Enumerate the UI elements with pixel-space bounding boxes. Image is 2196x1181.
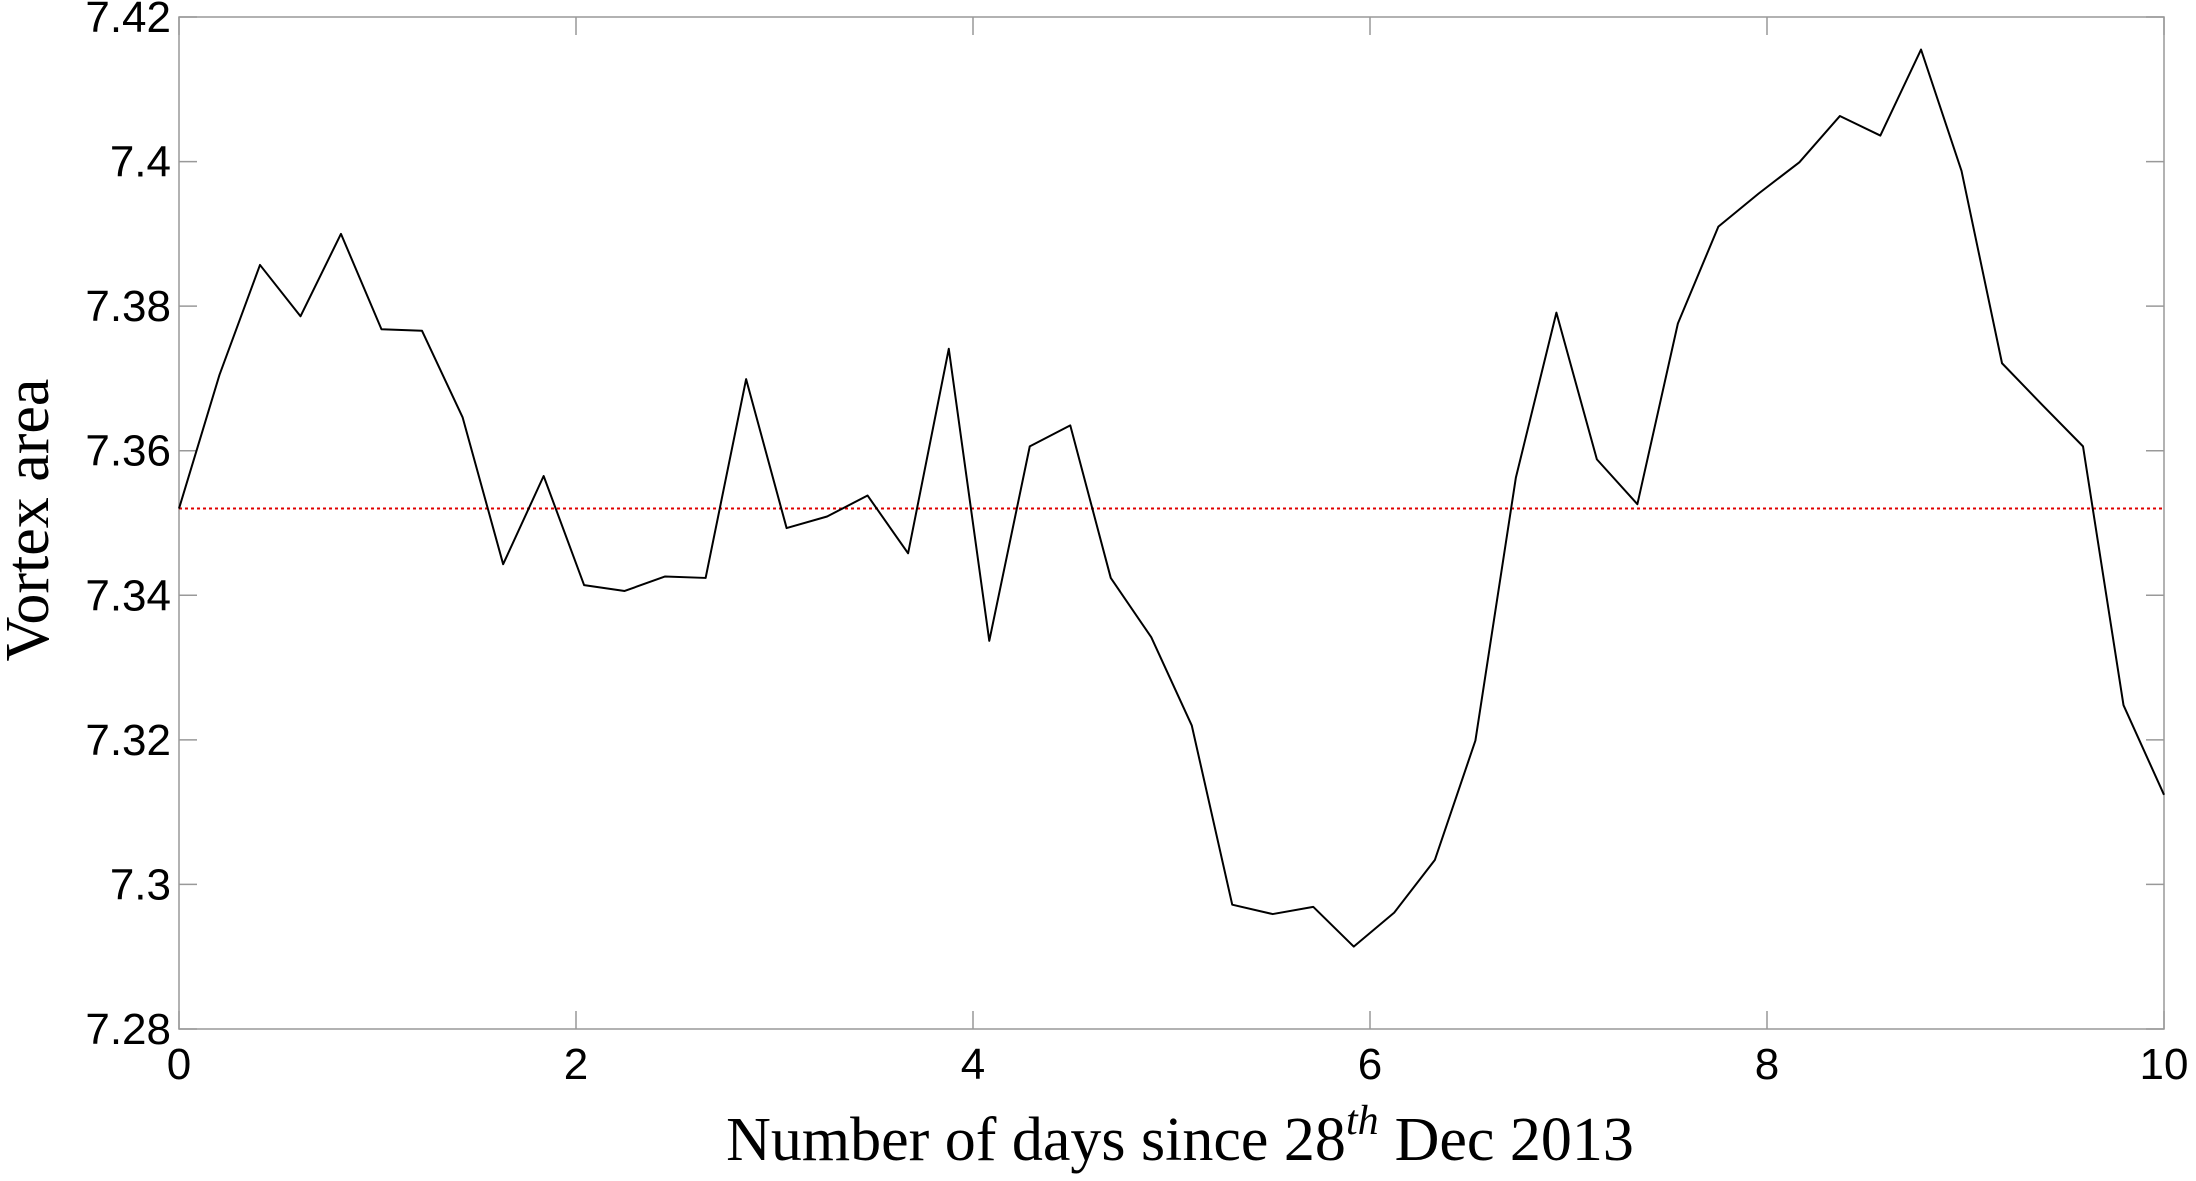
- x-tick-label: 10: [2140, 1040, 2189, 1089]
- plot-frame: [178, 16, 2165, 1030]
- y-tick-label: 7.38: [85, 282, 171, 331]
- x-label-rest: Dec 2013: [1395, 1106, 1634, 1174]
- y-tick-label: 7.36: [85, 427, 171, 476]
- y-tick-label: 7.28: [85, 1005, 171, 1054]
- x-tick-label: 6: [1358, 1040, 1382, 1089]
- y-tick-label: 7.4: [110, 138, 171, 187]
- x-axis-label: Number of days since 28th Dec 2013: [726, 1098, 1634, 1174]
- y-axis-label: Vortex area: [0, 379, 62, 662]
- y-tick-label: 7.32: [85, 716, 171, 765]
- x-tick-label: 4: [961, 1040, 985, 1089]
- x-tick-label: 8: [1755, 1040, 1779, 1089]
- x-tick-label: 0: [167, 1040, 191, 1089]
- data-line: [178, 48, 2165, 948]
- y-tick-label: 7.3: [110, 860, 171, 909]
- y-tick-label: 7.34: [85, 571, 171, 620]
- x-tick-label: 2: [564, 1040, 588, 1089]
- y-tick-label: 7.42: [85, 0, 171, 42]
- x-label-superscript: th: [1346, 1098, 1379, 1144]
- x-label-main: Number of days since 28: [726, 1106, 1346, 1174]
